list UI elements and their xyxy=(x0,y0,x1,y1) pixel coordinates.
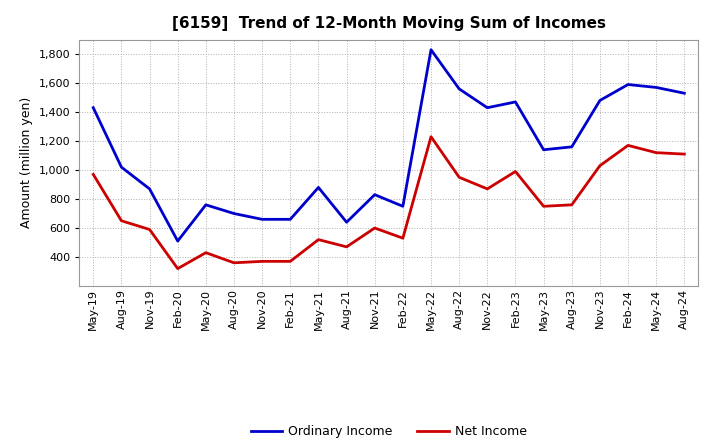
Net Income xyxy=(202,250,210,255)
Net Income xyxy=(539,204,548,209)
Line: Ordinary Income: Ordinary Income xyxy=(94,50,684,241)
Ordinary Income xyxy=(427,47,436,52)
Net Income xyxy=(258,259,266,264)
Ordinary Income xyxy=(174,238,182,244)
Net Income xyxy=(230,260,238,265)
Ordinary Income xyxy=(342,220,351,225)
Title: [6159]  Trend of 12-Month Moving Sum of Incomes: [6159] Trend of 12-Month Moving Sum of I… xyxy=(172,16,606,32)
Net Income xyxy=(624,143,632,148)
Ordinary Income xyxy=(202,202,210,208)
Net Income xyxy=(595,163,604,169)
Ordinary Income xyxy=(286,216,294,222)
Ordinary Income xyxy=(230,211,238,216)
Net Income xyxy=(145,227,154,232)
Ordinary Income xyxy=(680,91,688,96)
Net Income xyxy=(483,186,492,191)
Net Income xyxy=(511,169,520,174)
Ordinary Income xyxy=(539,147,548,152)
Net Income xyxy=(427,134,436,139)
Net Income xyxy=(567,202,576,208)
Net Income xyxy=(117,218,126,224)
Net Income xyxy=(314,237,323,242)
Ordinary Income xyxy=(258,216,266,222)
Net Income xyxy=(370,225,379,231)
Ordinary Income xyxy=(89,105,98,110)
Ordinary Income xyxy=(624,82,632,87)
Ordinary Income xyxy=(652,85,660,90)
Net Income xyxy=(174,266,182,271)
Ordinary Income xyxy=(595,98,604,103)
Ordinary Income xyxy=(483,105,492,110)
Net Income xyxy=(455,175,464,180)
Net Income xyxy=(652,150,660,155)
Net Income xyxy=(342,244,351,249)
Line: Net Income: Net Income xyxy=(94,137,684,268)
Ordinary Income xyxy=(455,86,464,92)
Net Income xyxy=(89,172,98,177)
Net Income xyxy=(286,259,294,264)
Ordinary Income xyxy=(314,185,323,190)
Ordinary Income xyxy=(399,204,408,209)
Net Income xyxy=(680,151,688,157)
Y-axis label: Amount (million yen): Amount (million yen) xyxy=(20,97,33,228)
Ordinary Income xyxy=(370,192,379,197)
Ordinary Income xyxy=(145,186,154,191)
Ordinary Income xyxy=(511,99,520,105)
Ordinary Income xyxy=(567,144,576,150)
Ordinary Income xyxy=(117,165,126,170)
Net Income xyxy=(399,235,408,241)
Legend: Ordinary Income, Net Income: Ordinary Income, Net Income xyxy=(246,420,532,440)
